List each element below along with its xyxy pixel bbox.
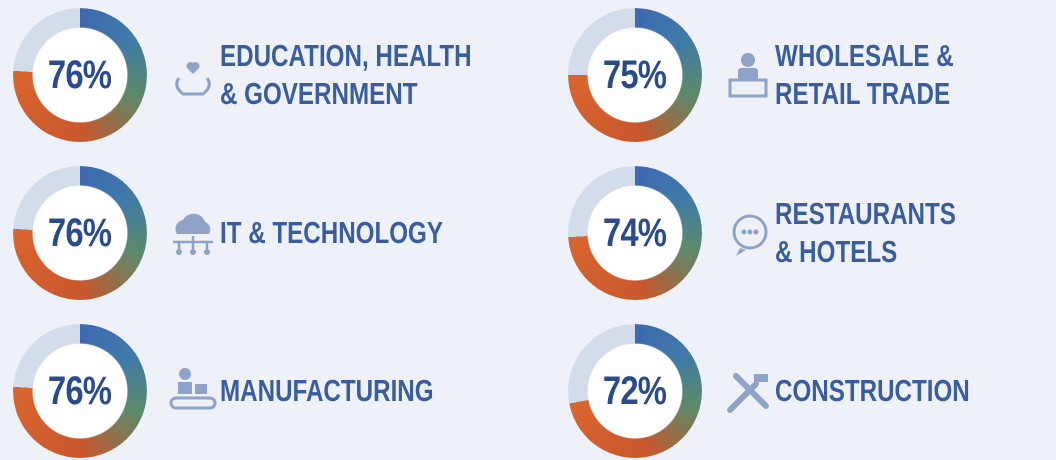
value-label: 76%	[48, 210, 112, 255]
industry-stat: 76% IT & TECHNOLOGY	[0, 158, 528, 308]
industry-icon	[175, 62, 211, 96]
industry-icon	[169, 368, 217, 410]
donut-center: 72%	[588, 344, 682, 438]
donut-center: 75%	[588, 28, 682, 122]
value-label: 76%	[48, 368, 112, 413]
donut-center: 76%	[33, 186, 127, 280]
industry-stat: 76% MANUFACTURING	[0, 316, 528, 460]
industry-label: RESTAURANTS & HOTELS	[775, 196, 956, 269]
donut-center: 74%	[588, 186, 682, 280]
industry-stat: 75% WHOLESALE & RETAIL TRADE	[555, 0, 1056, 150]
value-label: 74%	[603, 210, 667, 255]
industry-label: CONSTRUCTION	[775, 373, 970, 408]
industry-label: MANUFACTURING	[220, 373, 434, 408]
industry-icon	[732, 214, 768, 256]
industry-stat: 74% RESTAURANTS & HOTELS	[555, 158, 1056, 308]
value-label: 72%	[603, 368, 667, 413]
value-label: 76%	[48, 52, 112, 97]
donut-center: 76%	[33, 28, 127, 122]
donut-center: 76%	[33, 344, 127, 438]
industry-label: EDUCATION, HEALTH & GOVERNMENT	[220, 38, 472, 111]
industry-icon	[728, 53, 768, 98]
industry-stat: 72% CONSTRUCTION	[555, 316, 1056, 460]
industry-icon	[727, 373, 769, 413]
industry-icon	[173, 213, 213, 255]
value-label: 75%	[603, 52, 667, 97]
industry-label: WHOLESALE & RETAIL TRADE	[775, 38, 954, 111]
industry-stat: 76% EDUCATION, HEALTH & GOVERNMENT	[0, 0, 528, 150]
industry-label: IT & TECHNOLOGY	[220, 215, 443, 250]
